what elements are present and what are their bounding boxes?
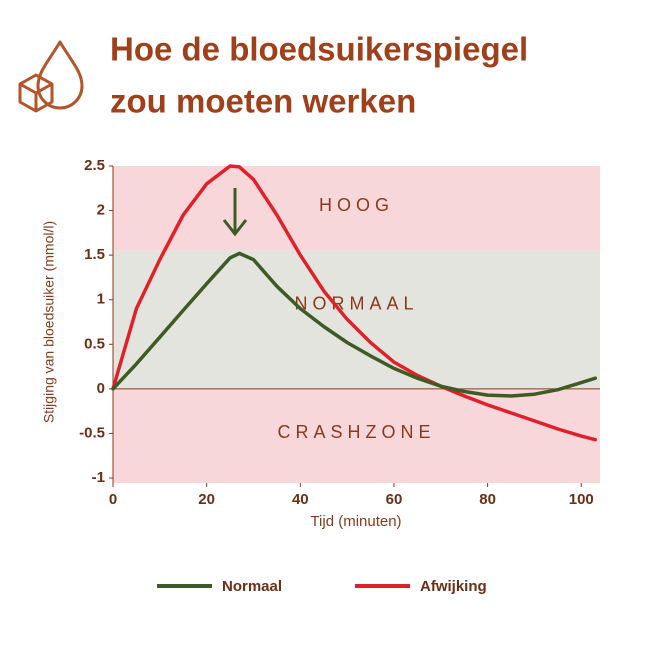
chart-title: zou moeten werken bbox=[110, 83, 416, 120]
zone-label: HOOG bbox=[319, 195, 394, 215]
zone bbox=[113, 166, 600, 251]
x-tick-label: 60 bbox=[386, 491, 403, 508]
y-tick-label: 1 bbox=[97, 291, 105, 308]
y-tick-label: 2.5 bbox=[84, 157, 105, 174]
x-tick-label: 20 bbox=[198, 491, 215, 508]
zone bbox=[113, 388, 600, 483]
y-tick-label: 0 bbox=[97, 380, 105, 397]
y-tick-label: -1 bbox=[92, 469, 105, 486]
annotation-arrow bbox=[222, 188, 248, 237]
chart-title: Hoe de bloedsuikerspiegel bbox=[110, 31, 528, 68]
series-line bbox=[111, 251, 598, 398]
y-axis-label: Stijging van bloedsuiker (mmol/l) bbox=[41, 221, 57, 423]
legend-label: Afwijking bbox=[420, 578, 487, 595]
zone-label: NORMAAL bbox=[294, 294, 418, 314]
x-axis-label: Tijd (minuten) bbox=[310, 513, 401, 530]
x-tick-label: 80 bbox=[479, 491, 496, 508]
zone bbox=[113, 250, 600, 389]
y-tick-label: 1.5 bbox=[84, 246, 105, 263]
x-tick-label: 100 bbox=[569, 491, 594, 508]
legend-label: Normaal bbox=[222, 578, 282, 595]
zone-label: CRASHZONE bbox=[277, 422, 435, 442]
x-tick-label: 0 bbox=[109, 491, 117, 508]
y-tick-label: 2 bbox=[97, 202, 105, 219]
y-tick-label: -0.5 bbox=[79, 424, 105, 441]
x-tick-label: 40 bbox=[292, 491, 309, 508]
logo bbox=[18, 40, 84, 113]
series-line bbox=[111, 164, 598, 442]
y-tick-label: 0.5 bbox=[84, 335, 105, 352]
